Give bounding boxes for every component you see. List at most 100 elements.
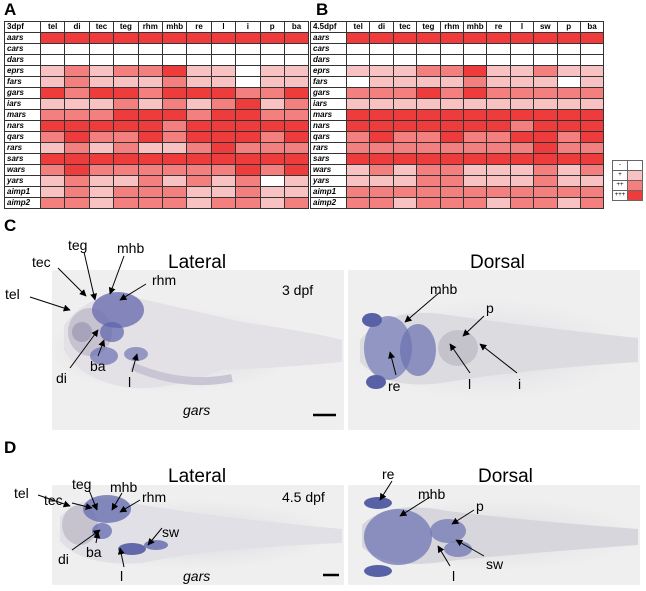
table-row: dars [310, 54, 605, 66]
expression-legend: - + ++ +++ [612, 160, 643, 201]
expression-cell [259, 98, 285, 110]
table-row: eprs [4, 65, 310, 77]
gene-label-d: gars [183, 568, 211, 584]
embryo-dorsal-3dpf-drawing [360, 312, 638, 389]
column-header: di [64, 21, 90, 33]
expression-cell [64, 197, 90, 209]
dorsal-view-title-d: Dorsal [478, 466, 533, 487]
embryo-lateral-4-5dpf-photo [52, 485, 344, 585]
label-c-dorsal-l: l [468, 376, 472, 392]
expression-cell [439, 197, 464, 209]
label-d-dorsal-mhb: mhb [418, 486, 446, 502]
expression-cell [579, 197, 605, 209]
lateral-view-title-c: Lateral [168, 252, 227, 273]
table-row: eprs [310, 65, 605, 77]
label-c-dorsal-mhb: mhb [430, 281, 458, 297]
embryo-dorsal-4-5dpf-photo [348, 485, 640, 585]
expression-cell [369, 197, 394, 209]
embryo-lateral-3dpf-drawing [64, 292, 342, 389]
expression-cell [462, 186, 488, 198]
table-row: mars [4, 109, 310, 121]
expression-cell [416, 109, 441, 121]
table-row: rars [310, 142, 605, 154]
expression-cell [486, 197, 511, 209]
expression-cell [369, 186, 394, 198]
label-c-l: l [128, 374, 132, 390]
table-row: iars [310, 98, 605, 110]
column-header: l [509, 21, 535, 33]
label-d-dorsal-sw: sw [486, 556, 504, 572]
table-row: aimp2 [4, 197, 310, 209]
label-d-ba: ba [86, 544, 102, 560]
table-row: qars [4, 131, 310, 143]
expression-cell [462, 65, 488, 77]
table-row: gars [310, 87, 605, 99]
legend-row: ++ [612, 180, 643, 191]
label-c-di: di [56, 370, 67, 386]
gene-name: sars [4, 153, 41, 165]
expression-cell [416, 197, 441, 209]
expression-cell [345, 175, 371, 187]
embryo-dorsal-4-5dpf-drawing [362, 497, 638, 577]
legend-row: - [612, 160, 643, 171]
column-header: ba [579, 21, 605, 33]
dorsal-view-title-c: Dorsal [470, 252, 525, 273]
label-c-dorsal-i: i [518, 376, 522, 392]
table-row: rars [4, 142, 310, 154]
table-row: cars [310, 43, 605, 55]
label-c-dorsal-re: re [388, 378, 401, 394]
label-d-rhm: rhm [142, 489, 167, 505]
lateral-view-title-d: Lateral [168, 466, 227, 487]
column-header: rhm [439, 21, 464, 33]
gene-name: mars [310, 109, 347, 121]
table-row: iars [4, 98, 310, 110]
table-row: nars [310, 120, 605, 132]
table-row: yars [4, 175, 310, 187]
label-d-dorsal-p: p [476, 498, 484, 514]
label-c-ba: ba [90, 358, 106, 374]
table-row: sars [4, 153, 310, 165]
expression-cell [345, 87, 371, 99]
expression-cell [579, 164, 605, 176]
embryo-dorsal-3dpf-photo [348, 270, 640, 430]
expression-cell [259, 197, 285, 209]
expression-cell [345, 197, 371, 209]
label-c-tec: tec [32, 254, 51, 270]
panel-letter-d: D [4, 438, 17, 457]
label-d-mhb: mhb [110, 479, 138, 495]
expression-cell [533, 197, 558, 209]
label-c-mhb: mhb [117, 240, 145, 256]
label-d-teg: teg [72, 476, 92, 492]
label-d-dorsal-re: re [382, 466, 395, 482]
column-header: teg [113, 21, 139, 33]
expression-cell [579, 65, 605, 77]
table-row: nars [4, 120, 310, 132]
stage-label-d: 4.5 dpf [282, 489, 325, 505]
label-d-dorsal-l: l [452, 568, 456, 584]
column-header: teg [416, 21, 441, 33]
gene-name: aimp2 [310, 197, 347, 209]
table-row: fars [310, 76, 605, 88]
panel-letter-b: B [316, 0, 329, 19]
panel-letter-a: A [4, 0, 17, 19]
expression-cell [486, 131, 511, 143]
label-c-rhm: rhm [152, 272, 177, 288]
expression-cell [64, 142, 90, 154]
expression-cell [392, 186, 418, 198]
label-d-sw: sw [162, 524, 180, 540]
table-row: wars [310, 164, 605, 176]
column-header: tec [392, 21, 418, 33]
expression-table-3dpf: 3dpf tel di tec teg rhm mhb re l i p ba aars cars dar… [4, 21, 310, 209]
expression-cell [283, 197, 310, 209]
label-d-tec: tec [44, 492, 63, 508]
expression-cell [235, 197, 261, 209]
legend-row: +++ [612, 190, 643, 201]
expression-cell [369, 164, 394, 176]
table-row: aimp1 [310, 186, 605, 198]
expression-cell [283, 98, 310, 110]
expression-cell [259, 54, 285, 66]
table-row: aimp1 [4, 186, 310, 198]
table-row: aars [4, 32, 310, 44]
table-row: aimp2 [310, 197, 605, 209]
expression-cell [416, 164, 441, 176]
